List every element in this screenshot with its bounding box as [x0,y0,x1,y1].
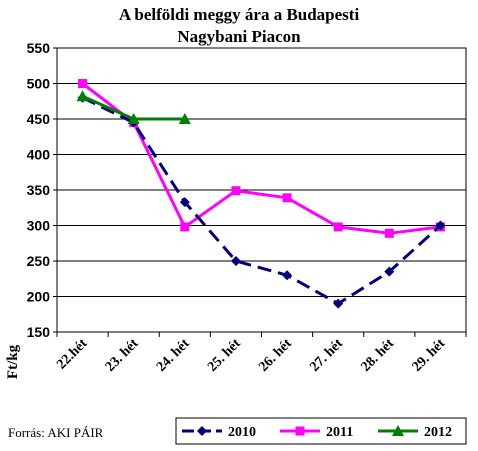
source-note: Forrás: AKI PÁIR [8,425,104,440]
x-tick-label: 23. hét [103,336,142,375]
series-2012 [76,90,191,124]
chart-title-line-1: A belföldi meggy ára a Budapesti [119,5,360,24]
legend: 2010 2011 2012 [175,417,467,445]
data-point-2010 [230,256,241,266]
series-line-2011 [81,82,441,235]
data-point-2011 [180,222,190,232]
data-point-2010 [384,266,395,277]
x-tick-label: 29. hét [410,336,449,375]
y-tick-label: 550 [27,40,51,56]
y-tick-label: 250 [27,253,51,269]
y-tick-label: 200 [27,289,51,305]
y-tick-label: 400 [27,147,51,163]
legend-marker-2010 [197,426,207,436]
data-point-2010 [179,197,190,208]
chart-title-line-2: Nagybani Piacon [177,27,301,46]
data-point-2010 [333,298,344,309]
x-tick-label: 25. hét [205,336,244,375]
series-lines [76,79,446,309]
data-point-2011 [78,79,88,88]
x-tick-label: 28. hét [358,336,397,375]
data-point-2011 [231,186,241,196]
legend-label-2012: 2012 [424,425,452,440]
series-2011 [78,79,445,238]
x-axis-ticks: 22.hét 23. hét 24. hét 25. hét 26. hét 27. hé… [54,332,467,375]
legend-marker-2012 [392,425,404,436]
y-tick-label: 150 [27,324,51,340]
y-axis-label: Ft/kg [5,344,21,379]
data-point-2012 [178,113,191,124]
data-point-2011 [333,222,343,232]
y-tick-label: 300 [27,218,51,234]
data-point-2011 [384,228,394,238]
x-tick-label: 26. hét [256,336,295,375]
data-point-2010 [282,270,293,281]
data-point-2012 [76,90,89,102]
y-tick-label: 450 [27,111,51,127]
legend-label-2011: 2011 [326,425,353,440]
gridlines [57,83,466,297]
data-point-2010 [435,220,446,231]
y-tick-label: 500 [27,76,51,92]
legend-label-2010: 2010 [228,425,256,440]
data-point-2011 [282,193,292,203]
series-2010 [77,92,446,309]
y-axis-ticks: 150 200 250 300 350 400 450 500 550 [27,40,57,340]
x-tick-label: 24. hét [154,336,193,375]
legend-marker-2011 [295,426,305,436]
x-tick-label: 27. hét [307,336,346,375]
x-tick-label: 22.hét [54,336,90,372]
y-tick-label: 350 [27,182,51,198]
series-line-2010 [81,96,442,306]
data-point-2012 [127,113,140,124]
